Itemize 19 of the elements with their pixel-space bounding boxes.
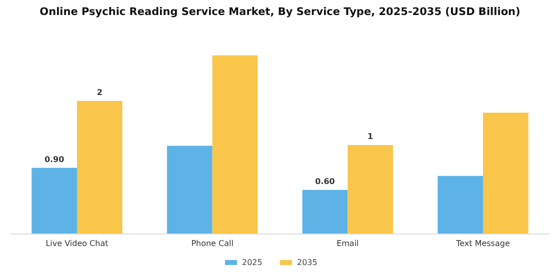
x-tick-label: Live Video Chat <box>46 239 108 248</box>
x-tick-label: Text Message <box>455 239 510 248</box>
bar <box>212 55 258 234</box>
x-tick-label: Phone Call <box>191 239 234 248</box>
bar <box>438 176 484 234</box>
x-tick-label: Email <box>336 239 359 248</box>
data-label: 0.60 <box>315 176 336 186</box>
legend-label: 2035 <box>297 258 318 267</box>
bar <box>302 190 348 234</box>
bar <box>76 100 122 234</box>
data-label: 0.90 <box>44 154 65 164</box>
data-label: 1 <box>368 132 374 142</box>
chart-title: Online Psychic Reading Service Market, By Service Type, 2025-2035 (USD Billion) <box>40 6 520 18</box>
bar <box>348 145 394 234</box>
bar <box>483 112 528 234</box>
legend-label: 2025 <box>242 258 262 267</box>
bar <box>32 168 77 234</box>
data-label: 2 <box>96 88 102 97</box>
bar <box>166 146 212 234</box>
